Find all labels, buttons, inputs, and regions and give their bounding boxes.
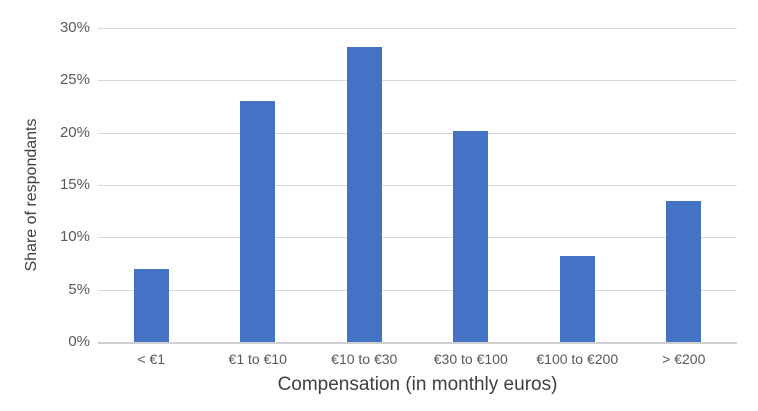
x-axis-title: Compensation (in monthly euros) [277, 374, 558, 395]
bar-series [98, 28, 737, 342]
x-tick-label: €10 to €30 [331, 351, 398, 367]
y-tick-label: 20% [59, 123, 90, 141]
x-tick-label: €1 to €10 [228, 351, 287, 367]
gridline [98, 28, 737, 29]
bar [453, 130, 489, 342]
gridline [98, 185, 737, 186]
bar-slot [311, 28, 418, 342]
bar [346, 46, 382, 342]
x-tick-label: < €1 [137, 351, 166, 367]
gridline [98, 132, 737, 134]
y-tick-label: 30% [59, 19, 90, 36]
gridline [98, 289, 737, 291]
plot-area [98, 28, 737, 344]
bar-slot [524, 28, 631, 342]
bar [240, 101, 276, 342]
bar-slot [418, 28, 525, 342]
y-tick-label: 0% [68, 333, 90, 350]
bar-slot [205, 28, 312, 342]
y-tick-label: 25% [59, 71, 90, 89]
bar [559, 256, 595, 342]
bar-slot [631, 28, 738, 342]
x-tick-label: €100 to €200 [536, 351, 619, 367]
bar [666, 200, 702, 342]
y-tick-label: 10% [59, 228, 90, 246]
bar-slot [98, 28, 205, 342]
bar [133, 268, 169, 342]
y-tick-label: 15% [59, 176, 90, 193]
x-tick-label: > €200 [662, 351, 706, 367]
y-tick-label: 5% [68, 280, 90, 298]
x-tick-label: €30 to €100 [433, 351, 508, 367]
gridline [98, 237, 737, 239]
x-axis-tick-labels: < €1 €1 to €10 €10 to €30 €30 to €100 €100 t… [98, 349, 737, 369]
y-axis-tick-labels: 0% 5% 10% 15% 20% 25% 30% [0, 19, 90, 350]
gridline [98, 80, 737, 82]
